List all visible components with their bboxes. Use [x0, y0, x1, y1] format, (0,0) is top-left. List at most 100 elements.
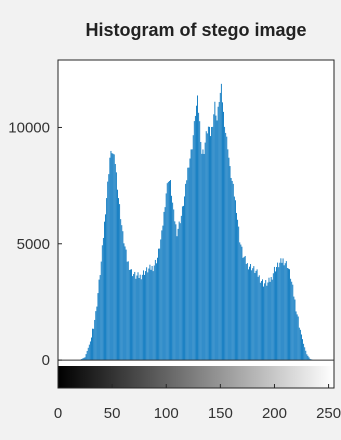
y-tick-label: 0 [42, 352, 50, 369]
histogram-bar [211, 126, 213, 361]
histogram-bar [149, 264, 151, 361]
histogram-bar [230, 177, 232, 361]
histogram-bar [294, 299, 296, 361]
histogram-bar [296, 314, 298, 361]
histogram-bar [224, 126, 226, 361]
histogram-bar [170, 180, 171, 361]
histogram-bar [106, 198, 108, 361]
histogram-bar [181, 206, 183, 361]
histogram-bar [127, 261, 129, 361]
grayscale-colorbar [58, 366, 334, 388]
histogram-bar [84, 357, 86, 361]
histogram-bar [96, 306, 98, 361]
histogram-bar [210, 136, 211, 361]
x-tick-label: 0 [54, 405, 62, 422]
histogram-bar [191, 149, 193, 361]
histogram-bar [142, 270, 144, 361]
histogram-bar [100, 261, 102, 361]
histogram-bar [93, 328, 95, 361]
histogram-bar [95, 311, 97, 361]
histogram-bar [250, 264, 252, 361]
histogram-bar [152, 271, 154, 361]
histogram-bar [281, 262, 283, 361]
histogram-bar [286, 267, 288, 361]
histogram-bar [288, 268, 289, 361]
histogram-bar [193, 121, 195, 361]
histogram-bar [119, 204, 121, 361]
histogram-bar [177, 228, 179, 361]
histogram-bar [309, 358, 311, 361]
histogram-bar [198, 112, 200, 361]
histogram-bar [124, 246, 126, 361]
histogram-bar [174, 221, 176, 361]
histogram-bar [216, 120, 218, 361]
histogram-bar [159, 248, 161, 361]
x-tick-label: 200 [262, 405, 287, 422]
histogram-bar [197, 95, 198, 361]
histogram-bar [267, 282, 269, 361]
histogram-bar [271, 279, 273, 361]
histogram-bar [278, 267, 280, 361]
histogram-bar [139, 274, 141, 361]
histogram-bar [243, 256, 245, 361]
histogram-bar [297, 316, 299, 361]
histogram-bar [247, 269, 249, 361]
histogram-bar [298, 327, 300, 361]
histogram-bar [251, 270, 253, 361]
histogram-bar [108, 174, 110, 361]
histogram-bar [175, 224, 177, 361]
histogram-bar [202, 149, 204, 361]
histogram-bar [147, 272, 149, 361]
histogram-bar [81, 358, 83, 361]
y-tick-label: 5000 [17, 236, 50, 253]
histogram-bar [99, 275, 101, 361]
histogram-bar [285, 261, 287, 361]
histogram-bar [85, 354, 87, 361]
histogram-bar [122, 231, 124, 361]
histogram-bar [270, 277, 272, 361]
histogram-bar [262, 279, 263, 361]
histogram-bar [257, 276, 259, 361]
histogram-bar [189, 158, 191, 361]
histogram-bar [196, 105, 197, 361]
histogram-bar [307, 355, 309, 361]
histogram-bar [214, 101, 216, 361]
histogram-bar [133, 274, 135, 361]
histogram-bar [111, 153, 113, 361]
histogram-bar [302, 339, 303, 361]
histogram-bar [292, 284, 294, 361]
histogram-bar [304, 347, 306, 361]
histogram-bar [101, 245, 103, 361]
histogram-bar [254, 272, 256, 361]
histogram-bar [162, 225, 164, 361]
histogram-bar [303, 343, 305, 361]
histogram-bar [273, 266, 275, 361]
histogram-bar [204, 142, 206, 361]
histogram-bar [163, 211, 165, 361]
histogram-bars [80, 83, 313, 361]
axes-frame [57, 59, 335, 389]
histogram-bar [272, 273, 274, 361]
histogram-bar [246, 263, 248, 361]
histogram-bar [245, 264, 247, 361]
histogram-bar [258, 275, 260, 361]
histogram-bar [260, 281, 262, 361]
histogram-bar [151, 265, 153, 361]
histogram-bar [199, 121, 201, 361]
x-tick-label: 150 [208, 405, 233, 422]
histogram-bar [299, 329, 301, 361]
histogram-bar [154, 259, 156, 361]
histogram-bar [238, 226, 240, 361]
histogram-bar [178, 221, 180, 361]
histogram-bar [150, 269, 152, 361]
histogram-bar [212, 126, 214, 361]
histogram-bar [280, 258, 282, 361]
histogram-bar [249, 266, 250, 361]
histogram-bar [137, 272, 139, 361]
histogram-bar [180, 215, 182, 361]
histogram-bar [192, 135, 194, 361]
histogram-bar [241, 246, 243, 361]
plot-area [58, 60, 334, 388]
histogram-bar [166, 183, 168, 361]
